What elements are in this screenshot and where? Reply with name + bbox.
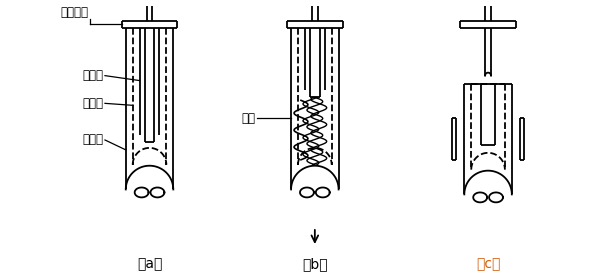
Text: 电弧: 电弧 xyxy=(242,112,255,125)
Polygon shape xyxy=(473,192,487,202)
Polygon shape xyxy=(316,188,329,197)
Text: （a）: （a） xyxy=(137,257,162,271)
Polygon shape xyxy=(489,192,503,202)
Text: 熔丝管: 熔丝管 xyxy=(82,133,103,147)
Polygon shape xyxy=(300,188,314,197)
Polygon shape xyxy=(135,188,148,197)
Text: （b）: （b） xyxy=(302,257,328,271)
Text: 消弧管: 消弧管 xyxy=(82,97,103,110)
Text: 消弧棒: 消弧棒 xyxy=(82,69,103,82)
Text: 上部电极: 上部电极 xyxy=(60,6,88,19)
Polygon shape xyxy=(151,188,164,197)
Text: （c）: （c） xyxy=(476,257,501,271)
